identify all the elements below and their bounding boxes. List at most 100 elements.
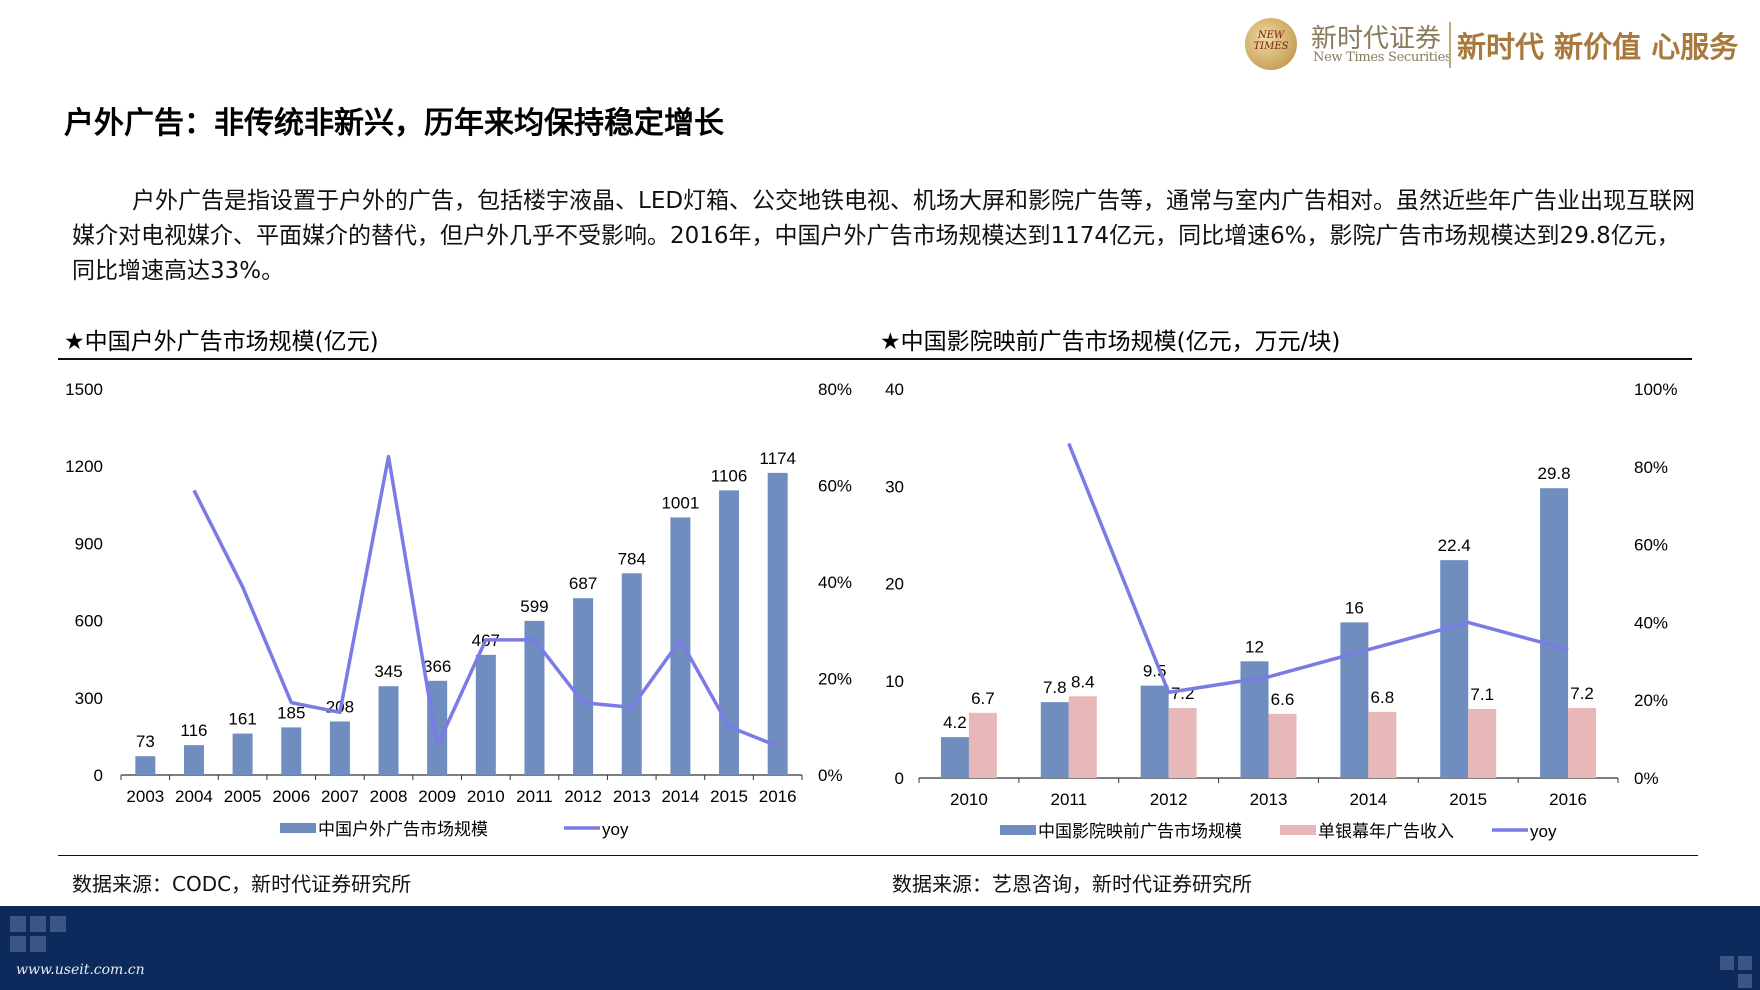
right-axis-tick-label: 20% — [818, 670, 852, 689]
bar-data-label: 16 — [1345, 598, 1364, 617]
right-axis-tick-label: 80% — [818, 380, 852, 399]
legend-label: 中国影院映前广告市场规模 — [1038, 822, 1242, 841]
bar-data-label: 1001 — [661, 493, 699, 512]
cinema-ad-chart: 0 10 20 30 40 0% 20% 40% 60% 80% 100% 2010 2011 2012 2… — [885, 380, 1677, 841]
left-axis-tick-label: 1200 — [65, 457, 103, 476]
bar-data-label: 1106 — [711, 466, 748, 485]
left-axis-tick-label: 0 — [94, 766, 103, 785]
yoy-line — [1067, 442, 1569, 695]
bar-data-label: 7.1 — [1470, 685, 1494, 704]
x-axis-tick-label: 2009 — [418, 787, 456, 806]
bar — [1068, 696, 1097, 778]
bar-data-label: 12 — [1245, 637, 1264, 656]
right-axis-tick-label: 60% — [818, 477, 852, 496]
bar — [1468, 708, 1497, 778]
footer-decor-square — [30, 936, 46, 952]
bar-data-label: 345 — [374, 662, 402, 681]
left-axis-tick-label: 1500 — [65, 380, 103, 399]
brand-slogan: 新时代 新价值 心服务 — [1457, 30, 1739, 64]
left-chart-source: 数据来源：CODC，新时代证券研究所 — [72, 872, 412, 896]
bar — [135, 756, 156, 775]
bar — [427, 680, 448, 775]
bar-data-label: 6.7 — [971, 689, 995, 708]
section-bottom-rule — [58, 855, 1698, 856]
bar-data-label: 1174 — [759, 449, 796, 468]
x-axis-tick-label: 2016 — [1549, 790, 1587, 809]
x-axis-tick-label: 2004 — [175, 787, 213, 806]
legend-swatch — [280, 823, 316, 833]
footer-decor-square — [10, 916, 26, 932]
legend-swatch — [1280, 825, 1316, 835]
right-axis-tick-label: 40% — [818, 573, 852, 592]
left-chart-title: ★中国户外广告市场规模(亿元) — [64, 329, 379, 355]
x-axis-tick-label: 2010 — [467, 787, 505, 806]
bar-data-label: 7.2 — [1570, 684, 1594, 703]
left-axis-tick-label: 40 — [885, 380, 904, 399]
bar-data-label: 4.2 — [943, 713, 967, 732]
bar — [1268, 713, 1297, 778]
right-axis-tick-label: 0% — [1634, 769, 1659, 788]
bar-data-label: 161 — [228, 710, 256, 729]
intro-text: 户外广告是指设置于户外的广告，包括楼宇液晶、LED灯箱、公交地铁电视、机场大屏和… — [72, 188, 1696, 284]
right-axis-tick-label: 80% — [1634, 458, 1668, 477]
footer-decor-square — [10, 936, 26, 952]
bar — [475, 654, 496, 775]
left-axis-tick-label: 300 — [75, 689, 103, 708]
bar — [1568, 707, 1597, 778]
left-axis-tick-label: 20 — [885, 575, 904, 594]
x-axis-tick-label: 2015 — [1449, 790, 1487, 809]
bar-data-label: 73 — [136, 732, 155, 751]
x-axis-tick-label: 2014 — [661, 787, 699, 806]
brand-seal-icon — [1245, 18, 1297, 70]
x-axis-tick-label: 2007 — [321, 787, 359, 806]
bar-data-label: 784 — [618, 549, 646, 568]
bar — [968, 712, 997, 778]
brand-separator — [1449, 22, 1451, 68]
footer-url: www.useit.com.cn — [16, 962, 145, 978]
right-chart-source: 数据来源：艺恩咨询，新时代证券研究所 — [892, 872, 1252, 896]
brand-name-en: New Times Securities — [1313, 50, 1452, 65]
bar-data-label: 22.4 — [1438, 536, 1471, 555]
footer-decor-square — [1720, 956, 1734, 970]
page-title: 户外广告：非传统非新兴，历年来均保持稳定增长 — [64, 106, 724, 141]
footer-bar — [0, 906, 1760, 990]
bar — [232, 733, 253, 775]
bar-data-label: 687 — [569, 574, 597, 593]
x-axis-tick-label: 2013 — [1250, 790, 1288, 809]
bar — [1168, 707, 1197, 778]
right-axis-tick-label: 60% — [1634, 536, 1668, 555]
bar-data-label: 599 — [520, 597, 548, 616]
bar — [1140, 685, 1169, 778]
right-chart-title: ★中国影院映前广告市场规模(亿元，万元/块) — [880, 329, 1341, 355]
left-axis-tick-label: 600 — [75, 612, 103, 631]
x-axis-tick-label: 2011 — [1051, 790, 1088, 809]
x-axis-tick-label: 2003 — [126, 787, 164, 806]
bar — [1540, 488, 1569, 778]
left-axis-tick-label: 30 — [885, 477, 904, 496]
bar-data-label: 7.2 — [1171, 684, 1195, 703]
left-axis-tick-label: 0 — [895, 769, 904, 788]
bar — [1440, 560, 1469, 778]
bar-data-label: 366 — [423, 657, 451, 676]
bar-data-label: 6.8 — [1371, 688, 1395, 707]
bar-data-label: 185 — [277, 703, 305, 722]
outdoor-ad-chart: 0 300 600 900 1200 1500 0% 20% 40% 60% 80% 2003 2004… — [65, 380, 852, 839]
footer-decor-square — [1738, 974, 1752, 988]
x-axis-tick-label: 2005 — [224, 787, 262, 806]
legend-label: yoy — [602, 820, 629, 839]
bar — [378, 686, 399, 775]
bar — [524, 620, 545, 775]
x-axis-tick-label: 2010 — [950, 790, 988, 809]
x-axis-tick-label: 2015 — [710, 787, 748, 806]
right-axis-tick-label: 100% — [1634, 380, 1677, 399]
bar — [719, 490, 740, 775]
x-axis-tick-label: 2011 — [516, 787, 553, 806]
bar — [1340, 622, 1369, 778]
brand-seal-text: NEW TIMES — [1253, 30, 1289, 52]
intro-paragraph: 户外广告是指设置于户外的广告，包括楼宇液晶、LED灯箱、公交地铁电视、机场大屏和… — [72, 184, 1697, 289]
bar — [940, 737, 969, 778]
x-axis-tick-label: 2013 — [613, 787, 651, 806]
bar — [767, 472, 788, 775]
bar-data-label: 7.8 — [1043, 678, 1067, 697]
bar — [670, 517, 691, 775]
